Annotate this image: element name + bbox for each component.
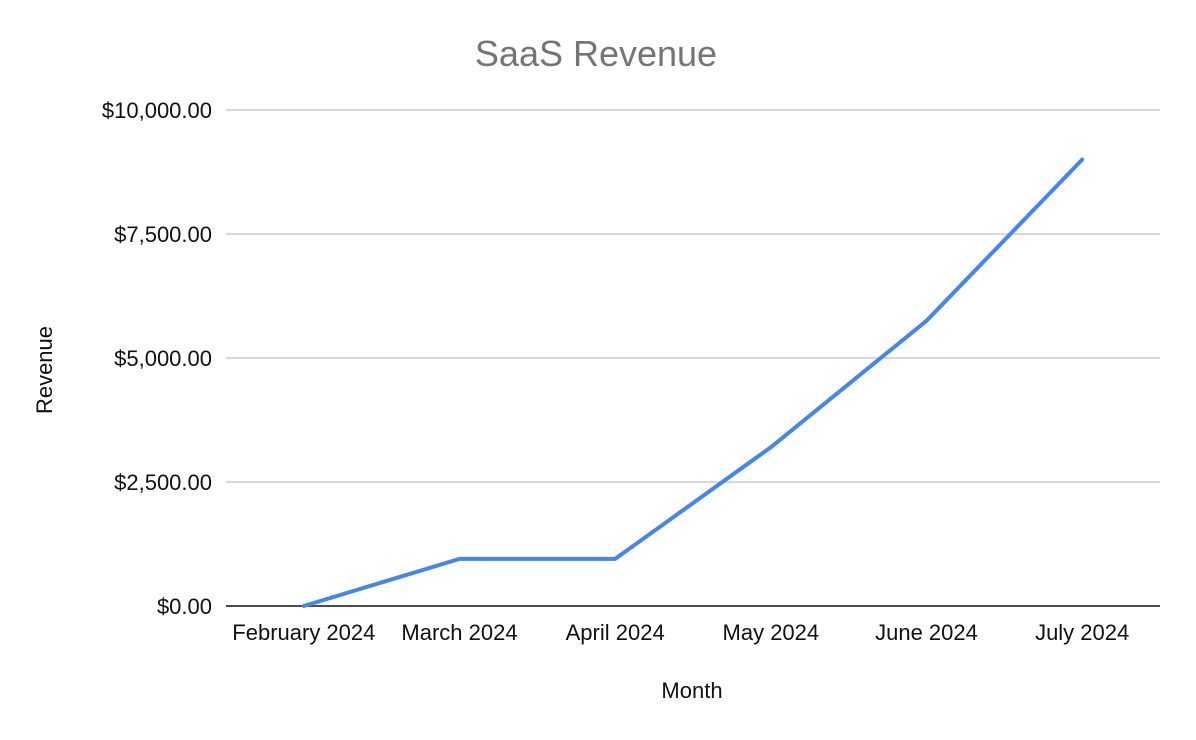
x-tick-label-5: July 2024 <box>1035 620 1129 645</box>
data-point-0-1 <box>458 557 462 561</box>
y-tick-label-0: $0.00 <box>157 594 212 619</box>
tick-labels: $0.00 $2,500.00 $5,000.00 $7,500.00 $10,000.… <box>102 98 1129 645</box>
x-tick-label-2: April 2024 <box>566 620 665 645</box>
series-layer <box>301 157 1085 608</box>
y-tick-label-3: $7,500.00 <box>114 222 212 247</box>
data-point-0-0 <box>302 604 306 608</box>
data-point-0-4 <box>925 319 929 323</box>
x-tick-label-1: March 2024 <box>401 620 517 645</box>
data-point-0-3 <box>769 445 773 449</box>
series-line-0 <box>301 157 1085 608</box>
y-tick-label-1: $2,500.00 <box>114 470 212 495</box>
data-point-0-5 <box>1080 158 1084 162</box>
y-axis-title: Revenue <box>32 326 57 414</box>
chart-title: SaaS Revenue <box>475 33 717 74</box>
y-tick-label-4: $10,000.00 <box>102 98 212 123</box>
gridlines <box>226 109 1160 483</box>
data-point-0-2 <box>613 557 617 561</box>
x-tick-label-4: June 2024 <box>875 620 978 645</box>
y-tick-label-2: $5,000.00 <box>114 346 212 371</box>
x-tick-label-3: May 2024 <box>723 620 820 645</box>
x-axis-title: Month <box>661 678 722 703</box>
x-tick-label-0: February 2024 <box>232 620 375 645</box>
